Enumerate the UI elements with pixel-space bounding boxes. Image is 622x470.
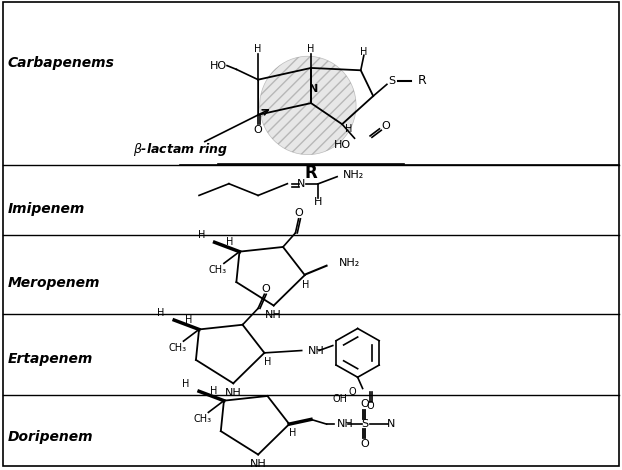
Text: N: N xyxy=(310,84,318,94)
Text: S: S xyxy=(361,419,369,429)
Text: H: H xyxy=(157,308,165,318)
Text: HO: HO xyxy=(210,61,227,70)
Text: N: N xyxy=(387,419,396,429)
Text: O: O xyxy=(349,387,356,397)
Text: NH₂: NH₂ xyxy=(343,170,364,180)
Text: H: H xyxy=(314,197,323,207)
Text: H: H xyxy=(302,281,310,290)
Text: NH: NH xyxy=(337,419,354,429)
Text: CH₃: CH₃ xyxy=(168,343,187,353)
Text: HO: HO xyxy=(334,140,351,150)
Text: Ertapenem: Ertapenem xyxy=(7,352,93,367)
Text: Carbapenems: Carbapenems xyxy=(7,56,114,70)
Text: $\beta$-lactam ring: $\beta$-lactam ring xyxy=(133,141,228,158)
Text: NH: NH xyxy=(266,310,282,320)
Text: NH₂: NH₂ xyxy=(339,258,360,268)
Text: Meropenem: Meropenem xyxy=(7,276,100,290)
Text: CH₃: CH₃ xyxy=(193,415,211,424)
Text: OH: OH xyxy=(332,394,347,404)
Text: NH: NH xyxy=(250,459,266,469)
Text: O: O xyxy=(381,121,390,131)
Text: Imipenem: Imipenem xyxy=(7,202,85,216)
Text: N: N xyxy=(297,179,305,188)
Text: O: O xyxy=(262,284,271,294)
Text: H: H xyxy=(198,230,205,240)
Text: H: H xyxy=(264,357,271,367)
Text: O: O xyxy=(361,400,369,409)
Text: O: O xyxy=(295,208,304,218)
Text: H: H xyxy=(182,379,190,389)
Text: H: H xyxy=(307,44,315,54)
Text: H: H xyxy=(226,237,233,247)
Text: H: H xyxy=(254,44,262,54)
Text: O: O xyxy=(361,439,369,449)
Text: H: H xyxy=(210,386,218,396)
Text: H: H xyxy=(289,429,296,439)
Text: NH: NH xyxy=(225,388,241,398)
Text: H: H xyxy=(185,315,193,325)
Text: Doripenem: Doripenem xyxy=(7,430,93,444)
Text: S: S xyxy=(388,76,396,86)
Text: H: H xyxy=(360,47,368,56)
Text: CH₃: CH₃ xyxy=(208,266,227,275)
Text: R: R xyxy=(305,164,317,182)
Text: O: O xyxy=(367,401,374,411)
Text: R: R xyxy=(417,74,426,87)
Text: H: H xyxy=(345,124,352,134)
Text: NH: NH xyxy=(308,345,325,355)
Ellipse shape xyxy=(259,56,356,155)
Text: O: O xyxy=(254,125,262,135)
